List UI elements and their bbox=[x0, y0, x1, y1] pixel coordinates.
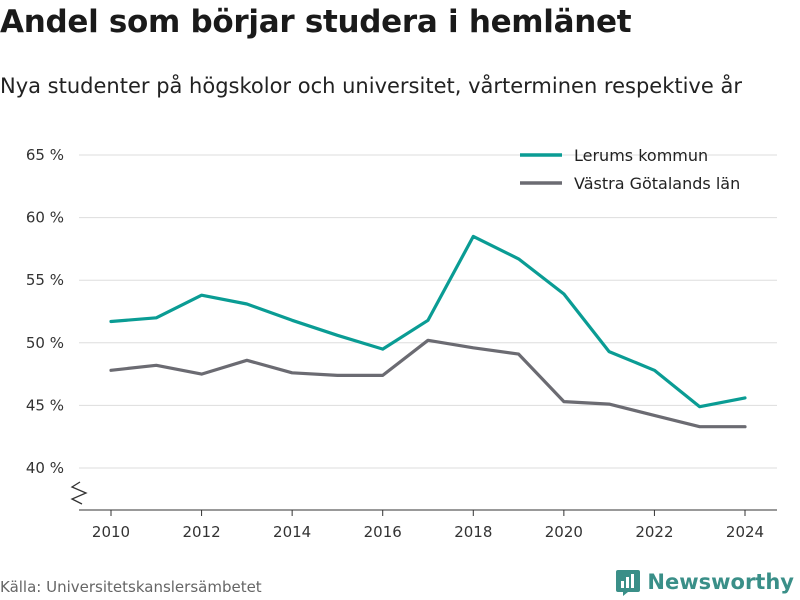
y-tick-label: 45 % bbox=[26, 396, 64, 414]
newsworthy-logo-icon bbox=[616, 570, 641, 596]
y-tick-label: 65 % bbox=[26, 146, 64, 164]
axis-break-icon bbox=[70, 481, 88, 505]
source-note: Källa: Universitetskanslersämbetet bbox=[0, 578, 262, 596]
brand-logo[interactable]: Newsworthy bbox=[615, 568, 794, 596]
y-tick-label: 40 % bbox=[26, 459, 64, 477]
x-tick-label: 2024 bbox=[726, 523, 764, 541]
legend-label: Lerums kommun bbox=[574, 146, 708, 165]
series-line-västra-götalands-län bbox=[109, 338, 747, 429]
chart-subtitle: Nya studenter på högskolor och universit… bbox=[0, 74, 742, 98]
y-tick-label: 50 % bbox=[26, 334, 64, 352]
x-tick-label: 2014 bbox=[273, 523, 311, 541]
y-tick-label: 55 % bbox=[26, 271, 64, 289]
series-line-lerums-kommun bbox=[109, 234, 747, 409]
legend-label: Västra Götalands län bbox=[574, 174, 740, 193]
x-tick-label: 2020 bbox=[545, 523, 583, 541]
x-tick-label: 2016 bbox=[364, 523, 402, 541]
x-tick-label: 2018 bbox=[454, 523, 492, 541]
brand-name: Newsworthy bbox=[647, 570, 794, 594]
y-tick-label: 60 % bbox=[26, 209, 64, 227]
x-tick-label: 2010 bbox=[92, 523, 130, 541]
x-tick-label: 2022 bbox=[635, 523, 673, 541]
chart-title: Andel som börjar studera i hemlänet bbox=[0, 4, 632, 40]
x-tick-label: 2012 bbox=[182, 523, 220, 541]
